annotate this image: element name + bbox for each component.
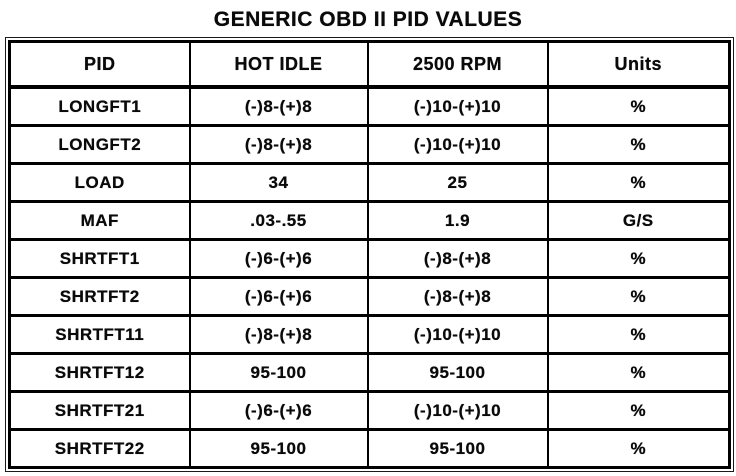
hot-idle-cell: (-)6-(+)6	[188, 238, 369, 279]
hot-idle-cell: 34	[188, 162, 369, 203]
pid-cell: LOAD	[8, 162, 191, 203]
units-cell: %	[546, 276, 731, 317]
pid-cell: LONGFT1	[8, 85, 191, 127]
table-row: SHRTFT1 (-)6-(+)6 (-)8-(+)8%	[8, 238, 731, 279]
rpm-2500-cell: (-)8-(+)8	[366, 276, 549, 317]
rpm-2500-cell: (-)10-(+)10	[366, 124, 549, 165]
rpm-2500-cell: 25	[366, 162, 549, 203]
units-cell: %	[546, 428, 731, 469]
column-header-units: Units	[546, 40, 731, 89]
obd-pid-table: PID HOT IDLE 2500 RPM Units LONGFT1 (-)8-(+)…	[5, 37, 734, 472]
pid-cell: LONGFT2	[8, 124, 191, 165]
units-cell: %	[546, 85, 731, 127]
table-row: LOAD 34 25%	[8, 162, 731, 203]
hot-idle-cell: (-)8-(+)8	[188, 85, 369, 127]
units-cell: %	[546, 124, 731, 165]
column-header-rpm-2500: 2500 RPM	[366, 40, 549, 89]
table-row: MAF .03-.55 1.9 G/S	[8, 200, 731, 241]
table-row: SHRTFT12 95-100 95-100%	[8, 352, 731, 393]
pid-cell: MAF	[8, 200, 191, 241]
pid-cell: SHRTFT1	[8, 238, 191, 279]
column-header-pid: PID	[8, 40, 191, 89]
page-title: GENERIC OBD II PID VALUES	[213, 8, 523, 31]
units-cell: %	[546, 352, 731, 393]
hot-idle-cell: (-)6-(+)6	[188, 390, 369, 431]
units-cell: %	[546, 390, 731, 431]
units-cell: G/S	[546, 200, 731, 241]
table-row: SHRTFT11 (-)8-(+)8 (-)10-(+)10%	[8, 314, 731, 355]
hot-idle-cell: (-)8-(+)8	[188, 124, 369, 165]
column-header-hot-idle: HOT IDLE	[188, 40, 369, 89]
table-row: SHRTFT21 (-)6-(+)6 (-)10-(+)10%	[8, 390, 731, 431]
pid-cell: SHRTFT22	[8, 428, 191, 469]
rpm-2500-cell: (-)10-(+)10	[366, 390, 549, 431]
pid-cell: SHRTFT12	[8, 352, 191, 393]
rpm-2500-cell: 95-100	[366, 352, 549, 393]
hot-idle-cell: (-)8-(+)8	[188, 314, 369, 355]
table-row: LONGFT1 (-)8-(+)8 (-)10-(+)10%	[8, 85, 731, 127]
hot-idle-cell: .03-.55	[188, 200, 369, 241]
hot-idle-cell: 95-100	[188, 352, 369, 393]
table-row: SHRTFT2 (-)6-(+)6 (-)8-(+)8%	[8, 276, 731, 317]
hot-idle-cell: (-)6-(+)6	[188, 276, 369, 317]
rpm-2500-cell: (-)10-(+)10	[366, 85, 549, 127]
rpm-2500-cell: 1.9	[366, 200, 549, 241]
table-row: LONGFT2 (-)8-(+)8 (-)10-(+)10%	[8, 124, 731, 165]
table-header-row: PID HOT IDLE 2500 RPM Units	[8, 40, 731, 89]
rpm-2500-cell: (-)10-(+)10	[366, 314, 549, 355]
pid-cell: SHRTFT11	[8, 314, 191, 355]
rpm-2500-cell: (-)8-(+)8	[366, 238, 549, 279]
units-cell: %	[546, 162, 731, 203]
table-row: SHRTFT22 95-100 95-100%	[8, 428, 731, 469]
pid-cell: SHRTFT21	[8, 390, 191, 431]
units-cell: %	[546, 238, 731, 279]
units-cell: %	[546, 314, 731, 355]
hot-idle-cell: 95-100	[188, 428, 369, 469]
pid-cell: SHRTFT2	[8, 276, 191, 317]
rpm-2500-cell: 95-100	[366, 428, 549, 469]
